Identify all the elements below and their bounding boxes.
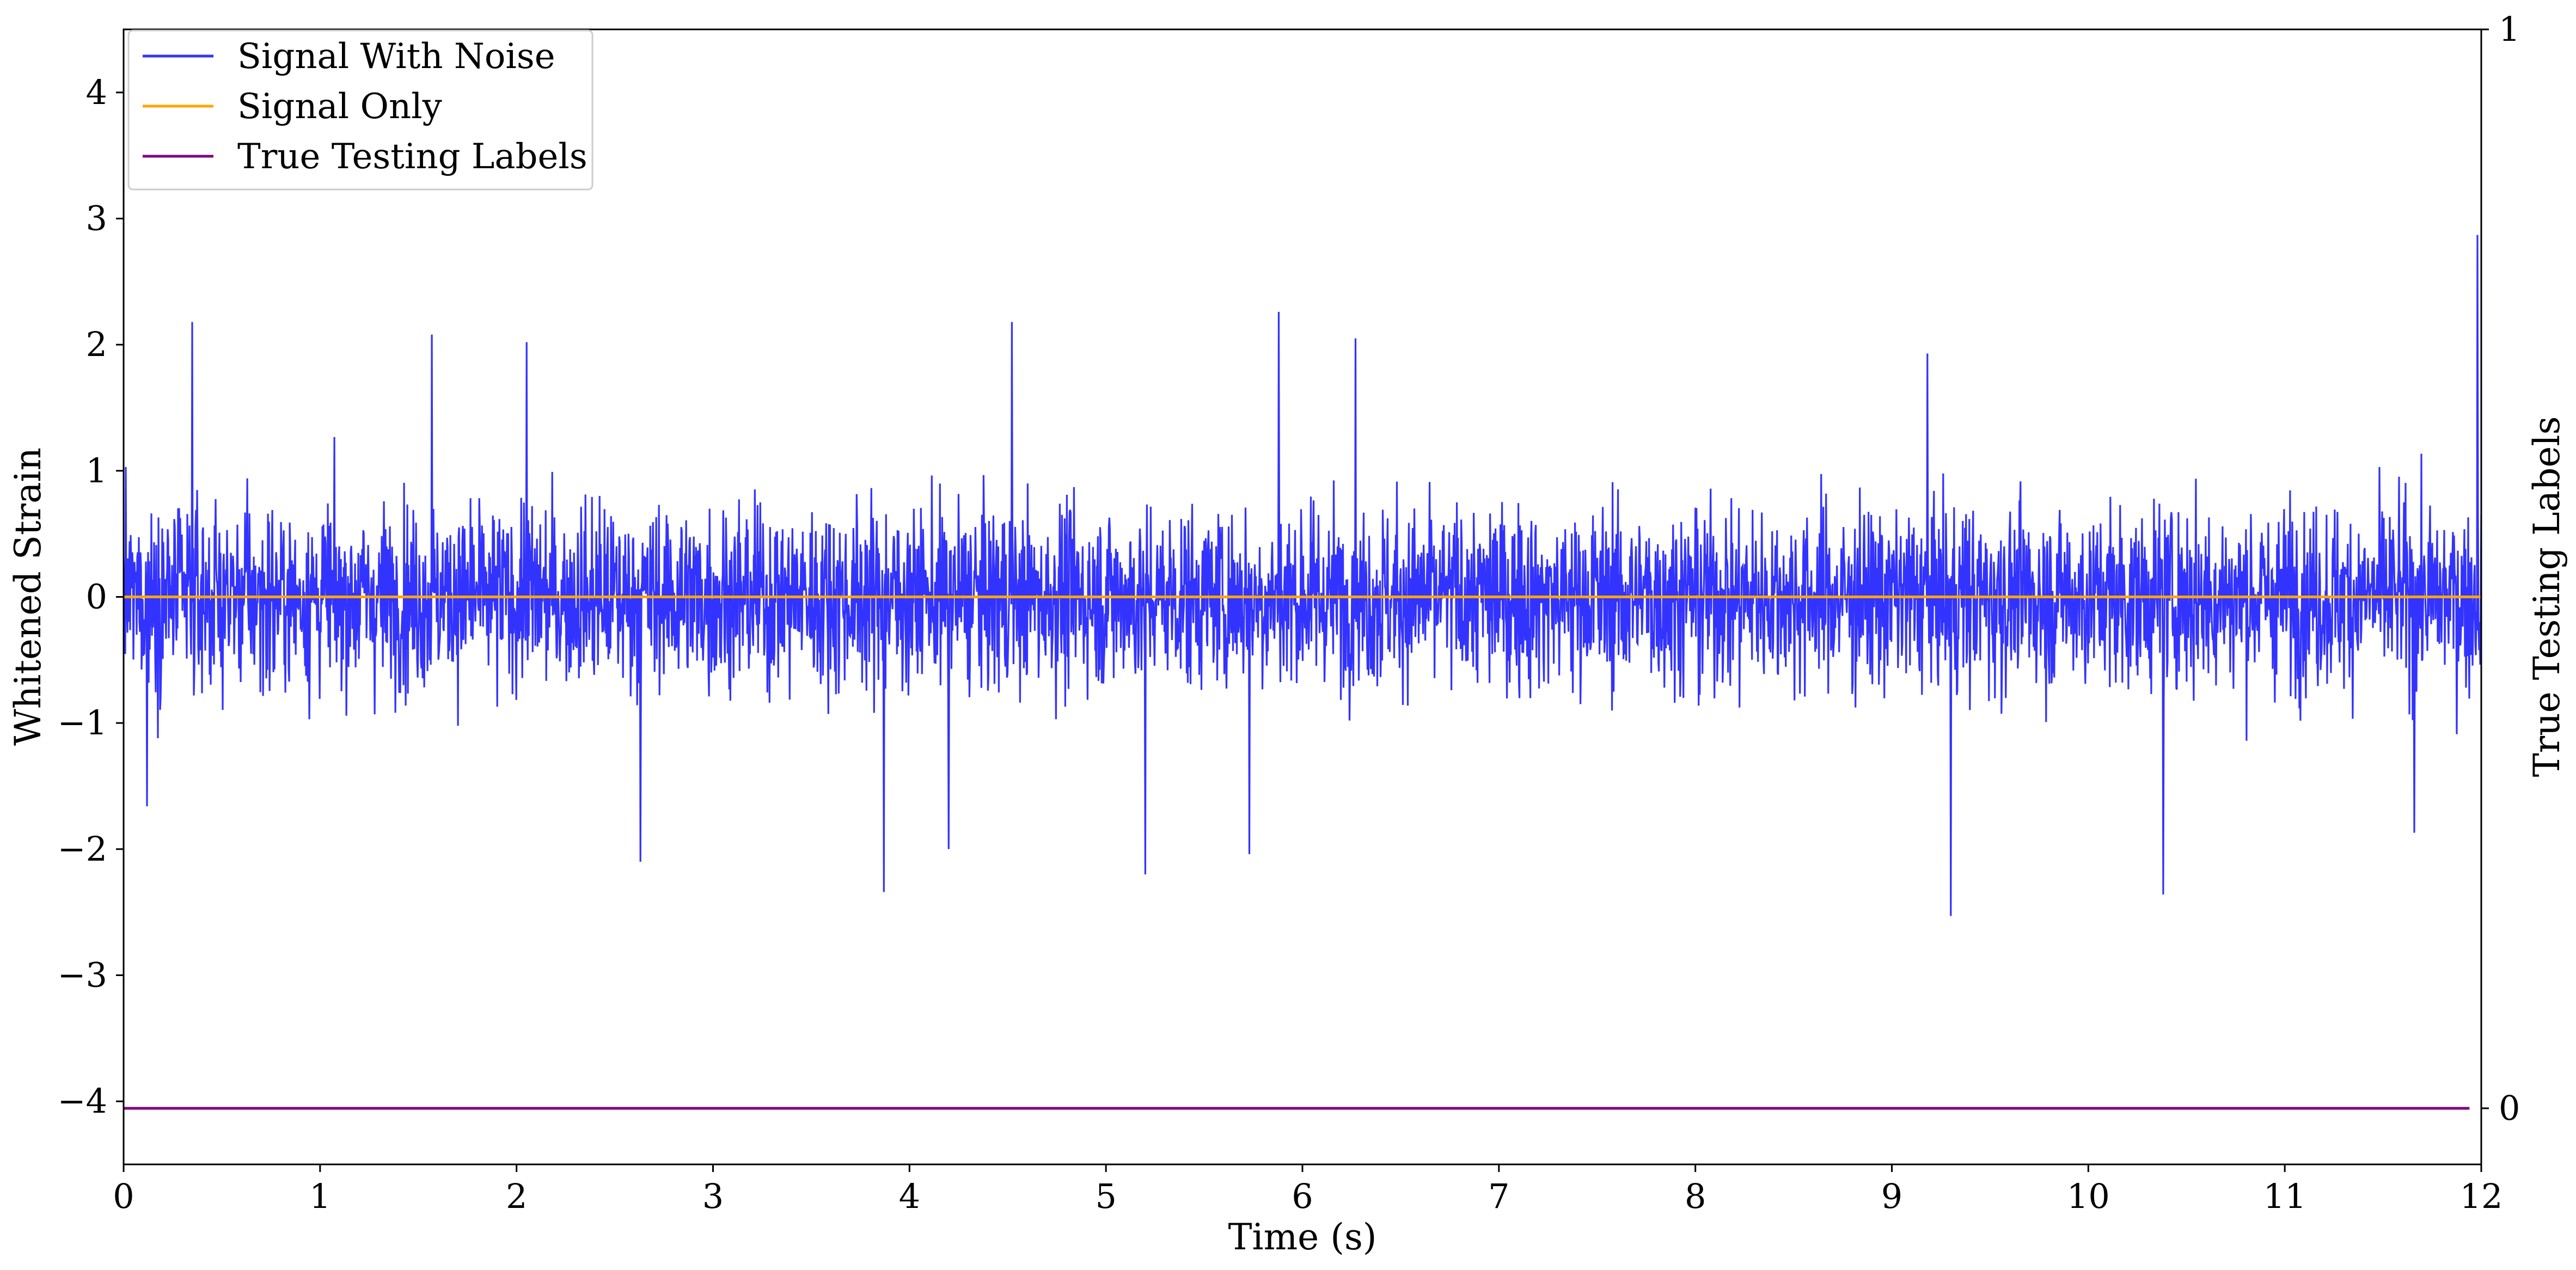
x-tick-label: 4: [899, 1176, 920, 1216]
y-tick-label: 0: [86, 577, 107, 617]
legend: Signal With Noise Signal Only True Testi…: [127, 29, 593, 191]
series-signal-with-noise: [124, 235, 2481, 916]
y-tick-label: 2: [86, 324, 107, 364]
legend-box: [127, 29, 593, 191]
series-layer: [124, 235, 2481, 1110]
y2-tick-label: 1: [2499, 9, 2520, 49]
y-tick-label: −4: [58, 1081, 107, 1121]
y2-axis: 01: [2481, 9, 2520, 1128]
x-tick-label: 3: [702, 1176, 724, 1216]
y-tick-label: −3: [58, 955, 107, 995]
x-tick-label: 5: [1095, 1176, 1116, 1216]
x-tick-label: 9: [1881, 1176, 1902, 1216]
x-tick-label: 12: [2460, 1176, 2503, 1216]
x-axis-title: Time (s): [1228, 1216, 1376, 1258]
legend-label-signal-only: Signal Only: [237, 87, 442, 127]
x-tick-label: 8: [1685, 1176, 1706, 1216]
x-tick-label: 0: [113, 1176, 134, 1216]
y2-tick-label: 0: [2499, 1088, 2520, 1128]
x-tick-label: 11: [2263, 1176, 2306, 1216]
y-tick-label: −1: [58, 703, 107, 743]
y-axis-title: Whitened Strain: [7, 447, 49, 746]
x-tick-label: 7: [1488, 1176, 1509, 1216]
x-tick-label: 10: [2067, 1176, 2110, 1216]
x-tick-label: 2: [506, 1176, 527, 1216]
legend-label-true-testing-labels: True Testing Labels: [237, 137, 588, 177]
y2-axis-title: True Testing Labels: [2526, 416, 2568, 777]
y-tick-label: −2: [58, 829, 107, 869]
y-axis: −4 −3 −2 −1 0 1 2 3 4: [58, 72, 124, 1121]
y-tick-label: 3: [86, 199, 107, 238]
x-tick-label: 1: [309, 1176, 331, 1216]
y-tick-label: 4: [86, 72, 107, 112]
y-tick-label: 1: [86, 451, 107, 490]
x-tick-label: 6: [1292, 1176, 1313, 1216]
x-axis: 0 1 2 3 4 5 6 7 8 9 10 11 12: [113, 1164, 2502, 1216]
legend-label-signal-with-noise: Signal With Noise: [237, 36, 555, 77]
